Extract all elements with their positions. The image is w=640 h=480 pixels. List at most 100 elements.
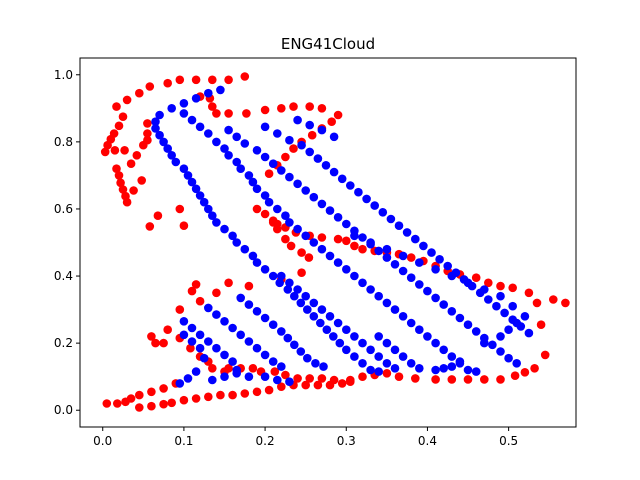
scatter-point [358,278,367,288]
scatter-point [285,377,294,387]
scatter-point [329,132,339,142]
scatter-point [208,75,217,85]
scatter-point [423,332,432,341]
scatter-point [293,374,302,383]
scatter-point [224,109,233,118]
scatter-point [406,359,416,368]
y-tick-label: 0.6 [54,202,73,216]
scatter-point [524,328,534,338]
scatter-point [530,364,539,373]
scatter-point [317,374,327,383]
scatter-point [305,120,315,130]
scatter-point [159,338,168,348]
scatter-point [496,281,505,291]
scatter-point [366,365,375,375]
scatter-point [283,285,293,294]
scatter-point [208,211,217,220]
scatter-point [524,288,534,298]
scatter-point [286,241,296,251]
scatter-point [496,332,505,341]
scatter-point [204,337,213,346]
scatter-point [301,291,311,301]
scatter-point [260,105,270,115]
scatter-point [281,211,290,220]
scatter-point [195,191,205,200]
scatter-point [100,147,110,157]
scatter-point [463,375,473,384]
scatter-point [175,305,185,314]
scatter-point [406,253,416,262]
scatter-point [187,323,197,333]
scatter-point [208,364,217,373]
y-tick-label: 0.2 [54,336,73,350]
scatter-point [317,104,327,113]
scatter-point [242,109,251,118]
scatter-point [143,119,152,128]
scatter-point [122,197,132,207]
scatter-point [179,221,189,230]
y-tick-label: 1.0 [54,68,73,82]
scatter-point [268,271,278,281]
scatter-point [114,171,124,180]
scatter-point [195,343,205,353]
scatter-point [179,317,189,326]
scatter-point [129,186,138,195]
scatter-point [480,375,489,384]
scatter-point [220,144,229,153]
scatter-point [447,307,457,316]
scatter-point [236,164,245,173]
scatter-point [179,99,189,108]
scatter-point [311,359,320,368]
scatter-point [143,135,152,145]
scatter-point [220,372,229,382]
scatter-point [512,318,521,328]
scatter-point [366,345,375,355]
scatter-point [415,364,424,373]
scatter-point [187,115,197,125]
scatter-point [191,184,201,194]
scatter-point [447,362,457,371]
scatter-point [167,104,176,113]
scatter-point [366,285,375,294]
scatter-point [313,154,323,163]
scatter-point [390,364,400,373]
scatter-point [285,172,294,182]
scatter-point [431,265,440,274]
scatter-point [147,332,156,341]
scatter-point [260,265,270,274]
scatter-point [508,283,517,293]
scatter-point [228,390,237,400]
scatter-point [329,332,338,341]
scatter-point [268,357,278,366]
scatter-point [163,325,172,335]
scatter-point [374,352,384,361]
scatter-point [484,278,493,288]
scatter-point [224,151,233,160]
scatter-point [121,397,130,407]
scatter-point [220,224,229,234]
scatter-point [155,130,164,140]
scatter-point [159,137,168,147]
scatter-point [260,122,270,132]
scatter-point [204,303,213,313]
scatter-point [252,387,262,397]
scatter-point [342,265,351,274]
scatter-point [415,325,424,335]
scatter-point [335,338,345,348]
scatter-point [484,295,493,304]
scatter-point [191,280,201,289]
scatter-point [244,171,254,180]
scatter-point [317,244,327,254]
scatter-point [240,389,250,398]
scatter-point [186,343,195,353]
scatter-point [275,278,285,288]
scatter-point [268,159,278,168]
scatter-point [508,301,517,311]
scatter-point [382,244,392,254]
scatter-point [228,357,237,366]
scatter-point [191,367,201,376]
scatter-point [277,327,286,336]
scatter-point [151,117,160,126]
scatter-point [273,375,282,385]
scatter-point [402,228,412,237]
